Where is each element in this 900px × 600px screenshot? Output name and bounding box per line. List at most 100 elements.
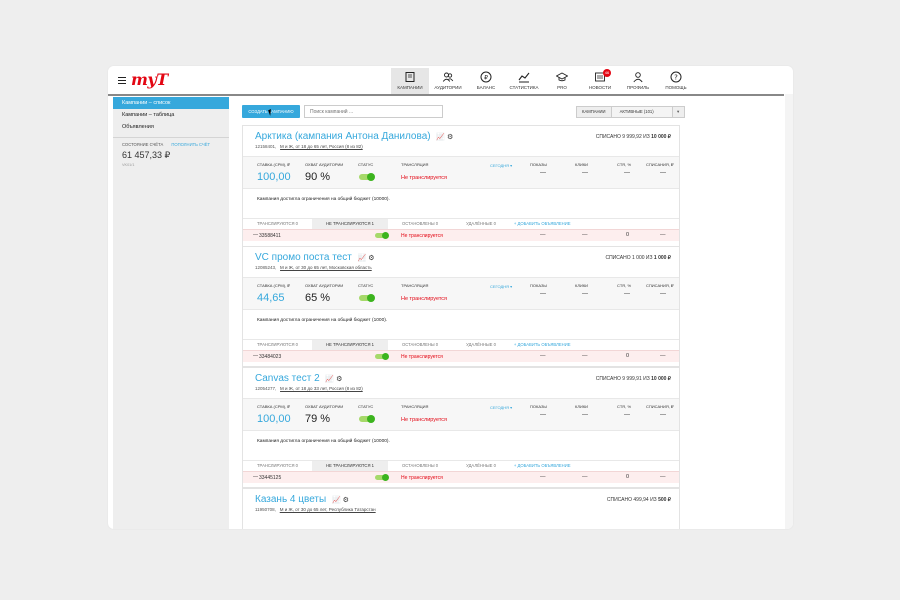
campaign-meta: 12054277, М и Ж, от 18 до 33 лет, Россия… [255, 386, 363, 391]
ctr-value: — [624, 170, 630, 176]
campaign-name[interactable]: Казань 4 цветы [255, 494, 327, 505]
ruble-icon: ₽ [480, 71, 492, 83]
chart-icon[interactable]: 📈 [325, 376, 335, 383]
status-toggle[interactable] [359, 294, 375, 302]
bid-value[interactable]: 44,65 [257, 292, 285, 304]
filter-label[interactable]: Кампании [577, 107, 612, 117]
ad-checkbox[interactable]: — [253, 474, 258, 480]
ad-id[interactable]: 33588411 [259, 233, 281, 239]
ad-spent: — [660, 232, 666, 238]
period-select[interactable]: Сегодня ▾ [490, 405, 513, 410]
settings-icon[interactable]: ⚙ [368, 255, 375, 262]
campaign-name[interactable]: Арктика (кампания Антона Данилова) [255, 131, 431, 142]
ad-tabs: Транслируются 0 Не транслируются 1 Остан… [243, 218, 679, 229]
tab-stopped[interactable]: Остановлены 0 [401, 463, 439, 468]
tab-broadcasting[interactable]: Транслируются 0 [257, 342, 298, 347]
sidebar-item-campaigns-list[interactable]: Кампании – список [113, 97, 229, 109]
ad-id[interactable]: 33484023 [259, 354, 282, 360]
ad-row[interactable]: — 33445125 Не транслируется — — 0 — [243, 471, 679, 483]
sidebar-item-ads[interactable]: Объявления [122, 124, 154, 130]
add-ad-button[interactable]: + Добавить объявление [513, 463, 571, 468]
ad-row[interactable]: — 33588411 Не транслируется — — 0 — [243, 229, 679, 241]
bid-value[interactable]: 100,00 [257, 171, 291, 183]
campaign-targeting[interactable]: М и Ж, от 18 до 33 лет, Россия (8 из 82) [280, 386, 363, 391]
bid-value[interactable]: 100,00 [257, 413, 291, 425]
ctr-value: — [624, 291, 630, 297]
tab-deleted[interactable]: Удалённые 0 [466, 463, 496, 468]
chart-icon[interactable]: 📈 [357, 255, 367, 262]
tab-stopped[interactable]: Остановлены 0 [401, 342, 439, 347]
audiences-icon [442, 72, 454, 82]
news-icon [595, 72, 605, 82]
ad-row[interactable]: — 33484023 Не транслируется — — 0 — [243, 350, 679, 362]
page-scrollbar[interactable] [785, 94, 793, 529]
ad-status-toggle[interactable] [375, 232, 389, 239]
chevron-down-icon[interactable]: ▾ [671, 107, 684, 117]
campaign-filter[interactable]: Кампании Активные (101) ▾ [576, 106, 685, 118]
sidebar-item-campaigns-table[interactable]: Кампании – таблица [122, 112, 175, 118]
svg-text:?: ? [674, 74, 678, 82]
nav-balance[interactable]: ₽ Баланс [467, 68, 505, 94]
reach-value: 90 % [305, 171, 331, 183]
add-ad-button[interactable]: + Добавить объявление [513, 221, 571, 226]
campaign-name[interactable]: Canvas тест 2 [255, 373, 320, 384]
broadcast-label: Трансляция [401, 162, 429, 167]
ad-id[interactable]: 33445125 [259, 475, 282, 481]
top-up-link[interactable]: Пополнить счёт [171, 142, 211, 147]
statistics-icon [518, 72, 530, 83]
spent-total: 1 000 ₽ [653, 255, 671, 261]
nav-help[interactable]: ? Помощь [657, 68, 695, 94]
create-campaign-button[interactable]: Создать кампанию [242, 105, 300, 118]
tab-deleted[interactable]: Удалённые 0 [466, 221, 496, 226]
sidebar: Кампании – список Кампании – таблица Объ… [113, 97, 229, 529]
tab-deleted[interactable]: Удалённые 0 [466, 342, 496, 347]
ad-spent: — [660, 353, 666, 359]
spent-label: Списания, ₽ [646, 162, 674, 167]
ad-broadcast-status: Не транслируется [401, 233, 443, 239]
campaign-card: Арктика (кампания Антона Данилова) 📈 ⚙ 1… [242, 125, 680, 248]
ad-checkbox[interactable]: — [253, 353, 258, 359]
tab-not-broadcasting[interactable]: Не транслируются 1 [312, 461, 388, 471]
tab-not-broadcasting[interactable]: Не транслируются 1 [312, 219, 388, 229]
filter-value[interactable]: Активные (101) [611, 107, 672, 117]
logo[interactable]: myT [131, 70, 168, 89]
settings-icon[interactable]: ⚙ [342, 497, 349, 504]
nav-campaigns[interactable]: Кампании [391, 68, 429, 94]
chart-icon[interactable]: 📈 [331, 497, 341, 504]
nav-audiences[interactable]: Аудитории [429, 68, 467, 94]
status-toggle[interactable] [359, 173, 375, 181]
campaign-name[interactable]: VC промо поста тест [255, 252, 352, 263]
ad-checkbox[interactable]: — [253, 232, 258, 238]
campaign-targeting[interactable]: М и Ж, от 18 до 65 лет, Россия (8 из 82) [280, 144, 363, 149]
broadcast-status: Не транслируется [401, 417, 448, 423]
chart-icon[interactable]: 📈 [436, 134, 446, 141]
tab-stopped[interactable]: Остановлены 0 [401, 221, 439, 226]
tab-not-broadcasting[interactable]: Не транслируются 1 [312, 340, 388, 350]
nav-statistics[interactable]: Статистика [505, 68, 543, 94]
spent-value: — [660, 170, 666, 176]
broadcast-label: Трансляция [401, 404, 429, 409]
campaign-targeting[interactable]: М и Ж, от 30 до 65 лет, Московская облас… [280, 265, 372, 270]
ad-status-toggle[interactable] [375, 474, 389, 481]
period-select[interactable]: Сегодня ▾ [490, 284, 513, 289]
campaign-targeting[interactable]: М и Ж, от 30 до 65 лет, Республика Татар… [279, 507, 376, 512]
tab-broadcasting[interactable]: Транслируются 0 [257, 221, 298, 226]
campaign-spent: Списано 9 999,92 из 10 000 ₽ [596, 134, 671, 140]
campaign-search-input[interactable] [304, 105, 443, 118]
campaign-id: 12054277, [255, 386, 277, 391]
menu-icon[interactable] [118, 77, 126, 85]
bid-label: Ставка (CPM), ₽ [257, 162, 290, 167]
ad-status-toggle[interactable] [375, 353, 389, 360]
ctr-label: CTR, % [617, 404, 631, 409]
tab-broadcasting[interactable]: Транслируются 0 [257, 463, 298, 468]
nav-pro[interactable]: PRO [543, 68, 581, 94]
nav-news[interactable]: 46 Новости [581, 68, 619, 94]
settings-icon[interactable]: ⚙ [447, 134, 454, 141]
ctr-label: CTR, % [617, 283, 631, 288]
nav-label: Помощь [665, 85, 687, 90]
nav-profile[interactable]: Профиль [619, 68, 657, 94]
period-select[interactable]: Сегодня ▾ [490, 163, 513, 168]
status-toggle[interactable] [359, 415, 375, 423]
settings-icon[interactable]: ⚙ [336, 376, 343, 383]
add-ad-button[interactable]: + Добавить объявление [513, 342, 571, 347]
